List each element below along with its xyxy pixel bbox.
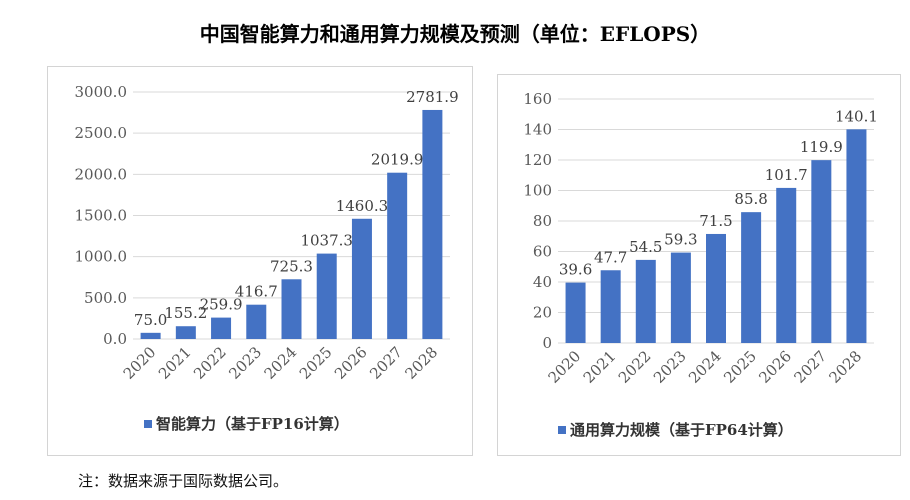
- data-label: 155.2: [164, 304, 207, 322]
- bar: [211, 317, 232, 339]
- x-tick-label: 2024: [685, 347, 725, 387]
- x-tick-label: 2026: [755, 347, 795, 387]
- x-tick-label: 2021: [155, 343, 195, 383]
- y-tick-label: 100: [523, 182, 552, 200]
- data-label: 75.0: [134, 311, 167, 329]
- data-label: 140.1: [835, 107, 878, 125]
- legend: 通用算力规模（基于FP64计算）: [558, 419, 793, 440]
- data-label: 85.8: [734, 190, 767, 208]
- y-tick-label: 160: [523, 90, 552, 108]
- source-note: 注：数据来源于国际数据公司。: [78, 472, 289, 490]
- bar: [387, 172, 408, 339]
- data-label: 119.9: [800, 138, 843, 156]
- bar: [811, 160, 832, 343]
- x-tick-label: 2022: [615, 347, 655, 387]
- data-label: 2019.9: [371, 151, 424, 169]
- bar: [670, 252, 691, 343]
- bar: [351, 218, 372, 339]
- x-tick-label: 2025: [720, 347, 760, 387]
- x-tick-label: 2024: [261, 343, 301, 383]
- y-tick-label: 2500.0: [75, 124, 128, 142]
- bar: [635, 259, 656, 343]
- x-tick-label: 2028: [401, 343, 441, 383]
- x-tick-label: 2026: [331, 343, 371, 383]
- chart-svg: 0 20 40 60 80 100 120 140 160 39.6 2020 47.7 2021 54.…: [523, 90, 878, 387]
- y-tick-label: 140: [523, 121, 552, 139]
- x-tick-label: 2023: [650, 347, 690, 387]
- data-label: 1037.3: [300, 232, 353, 250]
- x-tick-label: 2020: [120, 343, 160, 383]
- y-tick-label: 40: [533, 273, 552, 291]
- y-tick-label: 80: [533, 212, 552, 230]
- y-tick-label: 2000.0: [75, 165, 128, 183]
- bar: [741, 212, 762, 343]
- data-label: 725.3: [270, 257, 313, 275]
- x-tick-label: 2027: [790, 347, 830, 387]
- legend-swatch: [144, 419, 152, 428]
- data-label: 54.5: [629, 238, 662, 256]
- y-tick-label: 0: [542, 334, 552, 352]
- x-tick-label: 2023: [225, 343, 265, 383]
- data-label: 1460.3: [336, 197, 389, 215]
- chart-intelligent-computing: 0.0 500.0 1000.0 1500.0 2000.0 2500.0 3000.0 75…: [47, 66, 473, 456]
- bar: [706, 233, 726, 343]
- y-tick-label: 0.0: [103, 330, 127, 348]
- bar: [422, 109, 443, 339]
- page-title: 中国智能算力和通用算力规模及预测（单位：EFLOPS）: [199, 22, 711, 46]
- bar: [246, 304, 267, 339]
- data-label: 101.7: [765, 166, 808, 184]
- data-label: 259.9: [200, 296, 243, 314]
- bar: [140, 332, 161, 339]
- bar: [846, 129, 867, 343]
- y-tick-label: 120: [523, 151, 552, 169]
- data-label: 71.5: [699, 212, 732, 230]
- legend-label: 通用算力规模（基于FP64计算）: [570, 421, 793, 439]
- data-label: 59.3: [664, 231, 697, 249]
- legend-label: 智能算力（基于FP16计算）: [156, 415, 349, 433]
- y-tick-label: 20: [533, 304, 552, 322]
- bar: [316, 253, 337, 339]
- x-tick-label: 2025: [296, 343, 336, 383]
- x-tick-label: 2021: [580, 347, 620, 387]
- bar: [281, 279, 302, 339]
- y-tick-label: 1000.0: [75, 248, 128, 266]
- x-tick-label: 2022: [190, 343, 230, 383]
- legend: 智能算力（基于FP16计算）: [144, 413, 349, 434]
- bar: [776, 187, 797, 343]
- x-tick-label: 2028: [826, 347, 866, 387]
- y-tick-label: 3000.0: [75, 83, 128, 101]
- data-label: 47.7: [594, 248, 627, 266]
- bar: [565, 282, 586, 343]
- data-label: 39.6: [559, 261, 592, 279]
- x-tick-label: 2027: [366, 343, 406, 383]
- x-tick-label: 2020: [545, 347, 585, 387]
- bar: [175, 326, 196, 339]
- y-tick-label: 1500.0: [75, 207, 128, 225]
- y-tick-label: 60: [533, 243, 552, 261]
- y-tick-label: 500.0: [84, 289, 127, 307]
- chart-svg: 0.0 500.0 1000.0 1500.0 2000.0 2500.0 3000.0 75…: [75, 83, 459, 383]
- chart-general-computing: 0 20 40 60 80 100 120 140 160 39.6 2020 47.7 2021 54.…: [497, 74, 901, 456]
- data-label: 2781.9: [406, 88, 459, 106]
- legend-swatch: [558, 425, 566, 434]
- bar: [600, 270, 621, 343]
- data-label: 416.7: [235, 283, 278, 301]
